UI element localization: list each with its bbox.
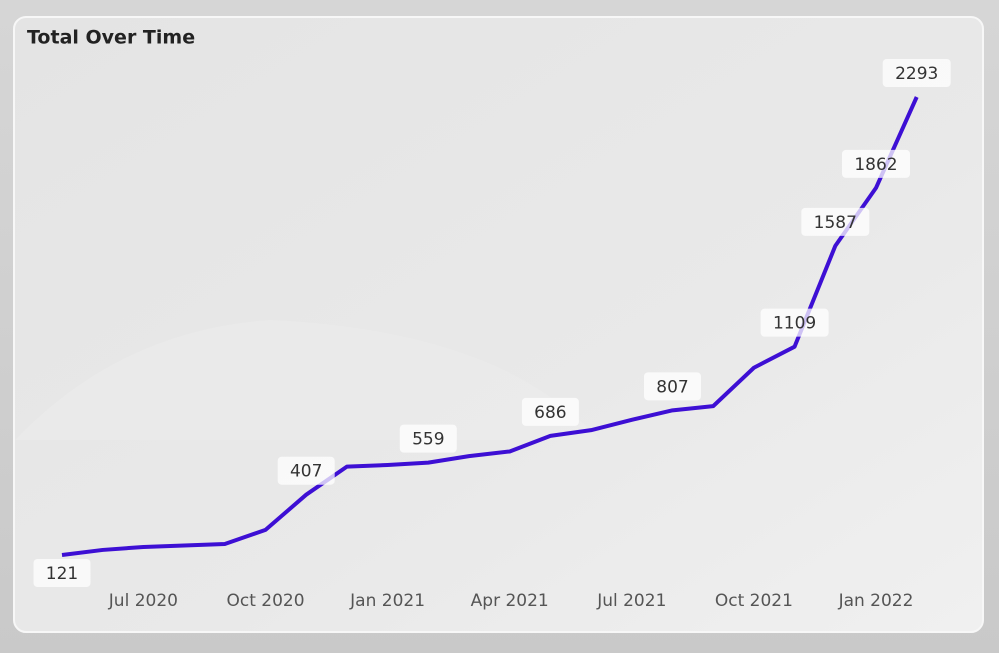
x-tick-label: Jul 2020 <box>108 591 178 611</box>
data-label-box <box>277 456 335 485</box>
data-label: 407 <box>290 462 322 482</box>
x-tick-label: Oct 2021 <box>715 591 793 611</box>
data-label-box <box>399 424 457 453</box>
x-tick-label: Jan 2021 <box>349 591 425 611</box>
data-label-box <box>801 207 870 236</box>
card <box>13 16 984 633</box>
chart-title: Total Over Time <box>27 27 195 49</box>
data-label-box <box>521 397 579 426</box>
data-label: 686 <box>534 403 566 423</box>
x-tick-label: Jul 2021 <box>596 591 666 611</box>
data-label: 1587 <box>814 213 857 233</box>
data-label-box <box>760 308 829 337</box>
x-tick-label: Oct 2020 <box>226 591 304 611</box>
line <box>61 96 919 557</box>
x-tick-label: Jan 2022 <box>838 591 914 611</box>
decor <box>15 320 600 440</box>
data-label: 121 <box>46 564 78 584</box>
data-label: 559 <box>412 430 444 450</box>
data-label: 2293 <box>895 64 938 84</box>
data-label: 1109 <box>773 314 816 334</box>
data-label-box <box>882 59 951 87</box>
data-label-box <box>842 149 910 178</box>
data-label: 807 <box>656 377 688 397</box>
data-label-box <box>33 559 91 587</box>
x-tick-label: Apr 2021 <box>471 591 549 611</box>
data-label-box <box>644 372 701 401</box>
data-label: 1862 <box>854 155 897 175</box>
